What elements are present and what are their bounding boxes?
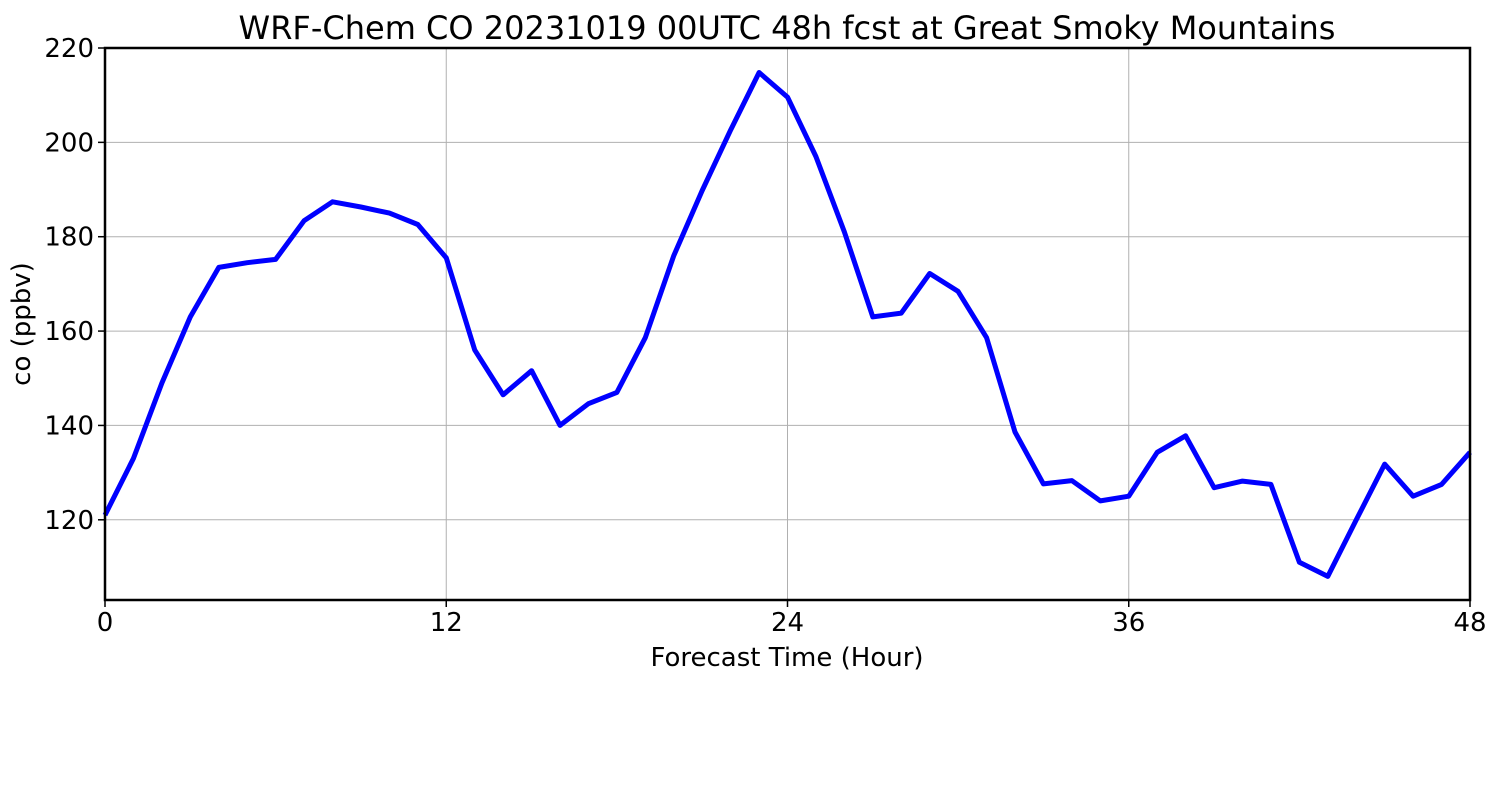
x-tick-label: 12 (430, 608, 463, 638)
x-tick-label: 24 (771, 608, 804, 638)
y-tick-label: 140 (44, 411, 94, 441)
x-tick-label: 36 (1112, 608, 1145, 638)
x-tick-label: 48 (1453, 608, 1486, 638)
grid-lines (104, 47, 1471, 600)
co-series-line (102, 70, 1472, 579)
y-tick-label: 160 (44, 317, 94, 347)
y-tick-label: 220 (44, 34, 94, 64)
x-axis-label: Forecast Time (Hour) (650, 643, 923, 673)
y-axis-label: co (ppbv) (7, 262, 37, 386)
y-tick-label: 120 (44, 506, 94, 536)
y-tick-label: 200 (44, 128, 94, 158)
axis-ticks: 0 12 24 36 48 120 140 160 180 200 220 (44, 34, 1486, 638)
chart-title: WRF-Chem CO 20231019 00UTC 48h fcst at G… (239, 9, 1336, 47)
series-layer (102, 70, 1472, 579)
y-tick-label: 180 (44, 223, 94, 253)
x-tick-label: 0 (97, 608, 114, 638)
